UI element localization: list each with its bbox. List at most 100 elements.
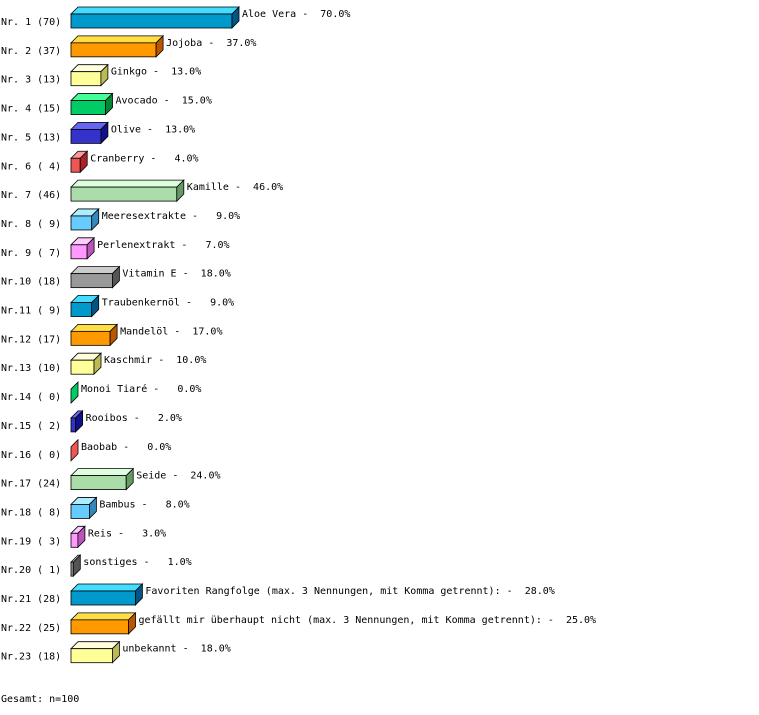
- separator: -: [501, 586, 525, 597]
- percent-label: 13.0%: [165, 124, 195, 135]
- percent-label: 17.0%: [192, 326, 222, 337]
- bar-row: Nr.23 (18) unbekannt - 18.0%: [1, 640, 231, 664]
- percent-label: 46.0%: [253, 182, 283, 193]
- value-label: sonstiges - 1.0%: [83, 557, 191, 568]
- bar-row: Nr. 9 ( 7) Perlenextrakt - 7.0%: [1, 236, 230, 260]
- separator: -: [229, 182, 253, 193]
- bar-side: [70, 381, 79, 405]
- percent-label: 28.0%: [525, 586, 555, 597]
- value-label: Favoriten Rangfolge (max. 3 Nennungen, m…: [145, 586, 554, 597]
- category-name: Aloe Vera: [242, 9, 296, 20]
- separator: -: [152, 355, 176, 366]
- value-label: Reis - 3.0%: [88, 528, 166, 539]
- row-label: Nr. 9 ( 7): [1, 248, 61, 259]
- percent-label: 18.0%: [201, 644, 231, 655]
- bar-row: Nr.17 (24) Seide - 24.0%: [1, 467, 221, 491]
- separator: -: [147, 67, 171, 78]
- value-label: Kamille - 46.0%: [187, 182, 283, 193]
- bar-side: [91, 294, 100, 318]
- bar: [70, 532, 79, 548]
- separator: -: [180, 298, 210, 309]
- category-name: gefällt mir überhaupt nicht (max. 3 Nenn…: [139, 615, 542, 626]
- separator: -: [136, 499, 166, 510]
- bar-side: [128, 611, 136, 635]
- row-label: Nr. 7 (46): [1, 190, 61, 201]
- percent-label: 8.0%: [166, 499, 190, 510]
- bar-side: [105, 92, 113, 116]
- value-label: Meeresextrakte - 9.0%: [102, 211, 241, 222]
- bar-row: Nr.13 (10) Kaschmir - 10.0%: [1, 352, 206, 376]
- bar: [70, 475, 127, 491]
- category-name: Vitamin E: [122, 269, 176, 280]
- bar-row: Nr. 5 (13) Olive - 13.0%: [1, 121, 195, 145]
- bar-side: [91, 207, 100, 231]
- bar-top: [70, 612, 137, 621]
- percent-label: 18.0%: [201, 269, 231, 280]
- bar-row: Nr. 3 (13) Ginkgo - 13.0%: [1, 63, 201, 87]
- percent-label: 0.0%: [147, 442, 171, 453]
- bar: [70, 186, 178, 202]
- separator: -: [112, 528, 142, 539]
- value-label: Cranberry - 4.0%: [90, 153, 198, 164]
- separator: -: [168, 326, 192, 337]
- category-name: Avocado: [116, 96, 158, 107]
- percent-label: 1.0%: [168, 557, 192, 568]
- row-label: Nr. 8 ( 9): [1, 219, 61, 230]
- bar-side: [231, 6, 240, 29]
- row-label: Nr. 1 (70): [1, 17, 61, 28]
- row-label: Nr. 3 (13): [1, 75, 61, 86]
- category-name: Monoi Tiaré: [81, 383, 147, 395]
- bar: [70, 100, 106, 115]
- bar-row: Nr. 6 ( 4) Cranberry - 4.0%: [1, 150, 199, 174]
- category-name: Cranberry: [90, 153, 144, 164]
- value-label: Jojoba - 37.0%: [166, 38, 256, 49]
- row-label: Nr.22 (25): [1, 623, 61, 634]
- bar-side: [70, 438, 79, 462]
- category-name: Ginkgo: [111, 67, 147, 78]
- bar-row: Nr. 1 (70) Aloe Vera - 70.0%: [1, 6, 350, 29]
- bar-row: Nr.21 (28) Favoriten Rangfolge (max. 3 Ne…: [1, 583, 555, 606]
- bar-top: [70, 323, 119, 332]
- bar: [70, 359, 95, 375]
- row-label: Nr.13 (10): [1, 363, 61, 374]
- bar-row: Nr.15 ( 2) Rooibos - 2.0%: [1, 409, 182, 433]
- row-label: Nr.17 (24): [1, 479, 61, 490]
- row-label: Nr.10 (18): [1, 277, 61, 288]
- row-label: Nr. 6 ( 4): [1, 161, 61, 172]
- bar-row: Nr.11 ( 9) Traubenkernöl - 9.0%: [1, 294, 234, 318]
- separator: -: [177, 644, 201, 655]
- row-label: Nr.16 ( 0): [1, 450, 61, 461]
- bar-top: [70, 6, 240, 15]
- bar: [70, 42, 157, 58]
- value-label: Avocado - 15.0%: [116, 96, 212, 107]
- category-name: sonstiges: [83, 557, 137, 568]
- bar-top: [70, 35, 165, 44]
- bar-row: Nr.22 (25) gefällt mir überhaupt nicht (m…: [1, 611, 596, 635]
- total-footer: Gesamt: n=100: [1, 694, 79, 705]
- bar-side: [134, 583, 143, 606]
- bar: [70, 619, 129, 635]
- value-label: Bambus - 8.0%: [99, 499, 189, 510]
- bar-side: [79, 150, 88, 174]
- category-name: Rooibos: [86, 413, 128, 424]
- bar-side: [100, 63, 109, 87]
- category-name: Olive: [111, 124, 141, 135]
- category-name: Perlenextrakt: [97, 240, 175, 251]
- bar-top: [70, 641, 121, 650]
- category-name: Traubenkernöl: [102, 298, 180, 309]
- separator: -: [177, 269, 201, 280]
- row-label: Nr.23 (18): [1, 652, 61, 663]
- percent-label: 37.0%: [226, 38, 256, 49]
- bar: [70, 504, 90, 519]
- separator: -: [186, 211, 216, 222]
- value-label: Olive - 13.0%: [111, 124, 195, 135]
- category-name: Kaschmir: [104, 355, 152, 366]
- bar-row: Nr.12 (17) Mandelöl - 17.0%: [1, 323, 222, 347]
- row-label: Nr.11 ( 9): [1, 306, 61, 317]
- percent-label: 2.0%: [158, 413, 182, 424]
- bar: [70, 71, 102, 87]
- chart-rows: Nr. 1 (70) Aloe Vera - 70.0% Nr. 2 (37) Joj…: [1, 6, 596, 664]
- row-label: Nr.14 ( 0): [1, 392, 61, 403]
- bar-side: [125, 467, 134, 491]
- bar-row: Nr. 7 (46) Kamille - 46.0%: [1, 179, 283, 203]
